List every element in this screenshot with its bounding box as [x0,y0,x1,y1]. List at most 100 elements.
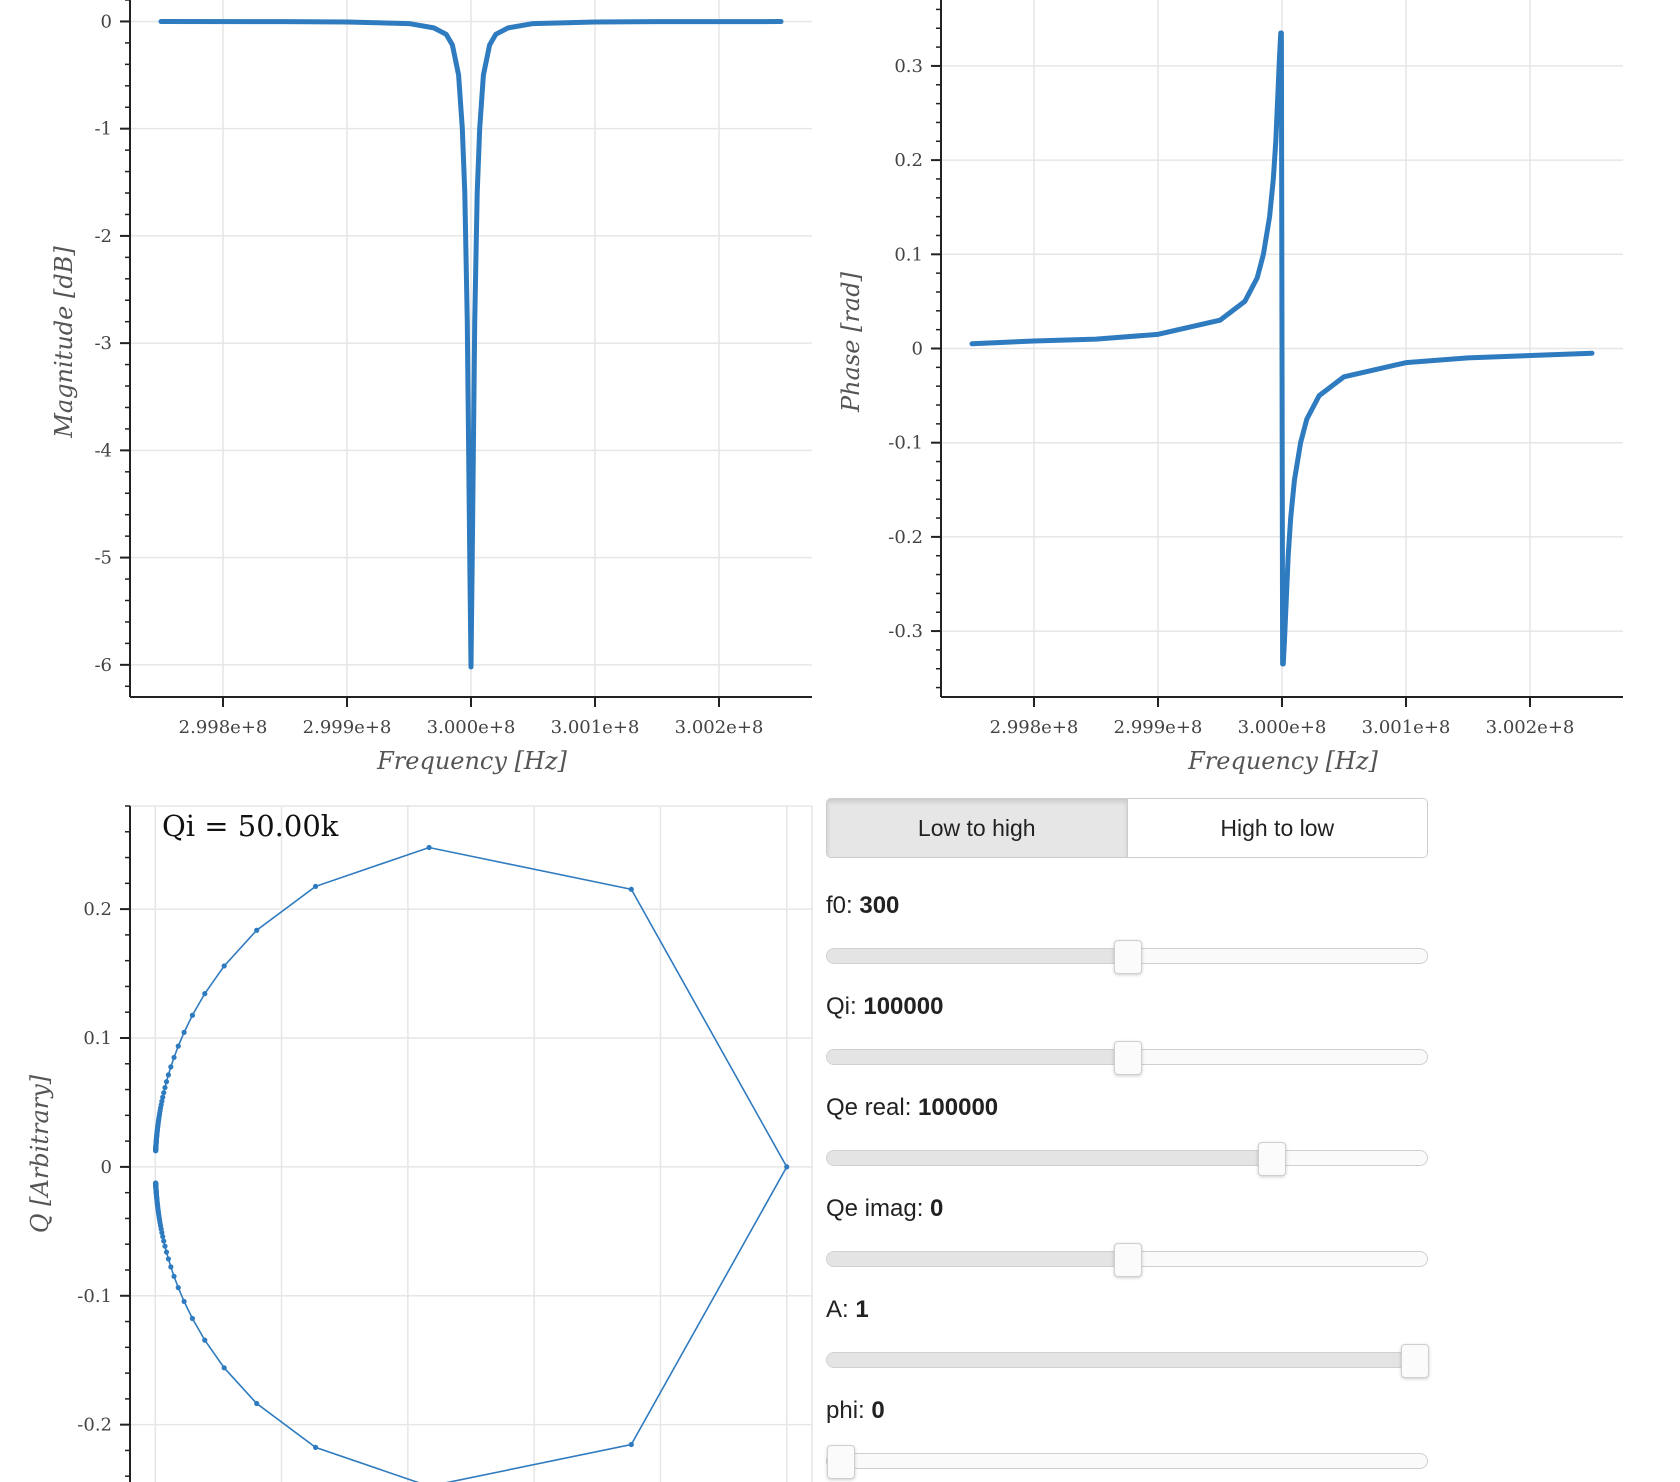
iq-data-point [160,1094,166,1100]
magnitude-y-tick-label: -2 [94,226,112,247]
iq-data-point [202,991,208,997]
magnitude-plot: Frequency [Hz] Magnitude [dB] 2.998e+8 2.… [50,0,812,775]
slider-f0-track[interactable] [826,940,1428,974]
slider-a-handle[interactable] [1401,1344,1429,1378]
magnitude-y-axis-title: Magnitude [dB] [50,246,78,439]
iq-data-point [175,1285,181,1291]
slider-qi: Qi: 100000 [826,993,1430,1075]
iq-data-point [165,1072,172,1078]
controls-panel: Low to high High to low f0: 300 Qi: 1000… [826,798,1430,1479]
slider-qe-real-value: 100000 [918,1094,999,1121]
slider-qi-value: 100000 [863,993,944,1020]
magnitude-x-axis-title: Frequency [Hz] [376,747,567,775]
iq-y-tick-label: 0.2 [83,899,112,920]
magnitude-y-tick-label: -1 [94,119,112,140]
iq-data-point [162,1243,168,1249]
sweep-direction-toggle: Low to high High to low [826,798,1428,858]
phase-x-tick-label: 3.000e+8 [1238,717,1327,738]
low-to-high-button[interactable]: Low to high [827,799,1128,857]
phase-series-line [969,30,1595,667]
magnitude-y-tick-label: -3 [94,333,112,354]
iq-y-tick-label: 0 [101,1157,112,1178]
slider-qe-imag-handle[interactable] [1114,1243,1142,1277]
slider-a: A: 1 [826,1296,1430,1378]
iq-data-point [159,1098,165,1104]
iq-data-point [181,1298,187,1305]
iq-data-point [161,1090,167,1096]
iq-y-tick-label: -0.1 [77,1286,112,1307]
slider-phi-value: 0 [871,1397,885,1424]
phase-y-tick-label: 0.1 [894,244,923,265]
magnitude-x-tick-label: 2.998e+8 [179,717,268,738]
slider-f0-label: f0: 300 [826,892,900,919]
iq-data-point [426,844,432,851]
iq-data-point [628,886,634,892]
iq-data-point [221,1365,227,1371]
slider-qe-imag-label: Qe imag: 0 [826,1195,944,1222]
slider-qe-real-handle[interactable] [1257,1142,1286,1176]
phase-x-axis-title: Frequency [Hz] [1187,747,1378,775]
magnitude-x-tick-label: 3.001e+8 [551,717,640,738]
iq-data-point [221,963,227,969]
phase-plot: Frequency [Hz] Phase [rad] 2.998e+8 2.999… [837,0,1623,775]
slider-f0: f0: 300 [826,892,1430,974]
magnitude-y-tick-label: 0 [101,11,112,32]
iq-data-point [254,1400,260,1407]
phase-y-tick-label: -0.3 [888,621,923,642]
iq-data-point [312,1444,319,1450]
iq-data-point [163,1249,170,1255]
iq-data-point [160,1233,166,1240]
iq-data-point [165,1256,172,1262]
magnitude-x-tick-label: 3.002e+8 [675,717,764,738]
slider-qe-imag-value: 0 [930,1195,944,1222]
iq-data-point [168,1264,174,1270]
iq-data-point [175,1043,181,1049]
qi-annotation: Qi = 50.00k [162,809,339,843]
phase-x-tick-label: 3.001e+8 [1362,717,1451,738]
high-to-low-button[interactable]: High to low [1127,799,1427,857]
slider-f0-value: 300 [859,892,900,919]
iq-series-line [154,846,788,1482]
phase-x-tick-label: 3.002e+8 [1486,717,1575,738]
slider-phi-track[interactable] [826,1445,1428,1479]
iq-data-point [254,927,260,933]
iq-data-point [153,1180,159,1186]
iq-y-axis-title: Q [Arbitrary] [26,1074,54,1233]
iq-data-point [784,1164,790,1170]
slider-phi-label: phi: 0 [826,1397,885,1424]
slider-qi-handle[interactable] [1114,1041,1142,1075]
slider-qe-real-track[interactable] [826,1142,1428,1176]
iq-data-point [162,1084,168,1091]
slider-qe-imag-track[interactable] [826,1243,1428,1277]
iq-data-point [312,883,319,890]
phase-y-tick-label: -0.2 [888,527,923,548]
iq-data-point [168,1064,174,1070]
phase-x-tick-label: 2.998e+8 [990,717,1079,738]
phase-y-tick-label: 0 [912,339,923,360]
phase-y-axis-title: Phase [rad] [837,271,865,413]
slider-a-label: A: 1 [826,1296,869,1323]
slider-qi-label: Qi: 100000 [826,993,944,1020]
slider-qe-imag: Qe imag: 0 [826,1195,1430,1277]
slider-qe-real: Qe real: 100000 [826,1094,1430,1176]
magnitude-series-line [158,19,784,670]
slider-phi-handle[interactable] [827,1445,855,1479]
phase-y-tick-label: 0.3 [894,56,923,77]
magnitude-y-tick-label: -6 [94,655,112,676]
iq-data-point [171,1054,177,1061]
iq-data-point [189,1315,196,1322]
iq-data-point [628,1441,634,1448]
slider-a-track[interactable] [826,1344,1429,1378]
iq-data-point [189,1012,196,1018]
phase-y-tick-label: 0.2 [894,150,923,171]
iq-y-tick-label: 0.1 [83,1028,112,1049]
magnitude-x-tick-label: 3.000e+8 [427,717,516,738]
slider-f0-handle[interactable] [1114,940,1142,974]
slider-qe-real-label: Qe real: 100000 [826,1094,999,1121]
magnitude-y-tick-label: -5 [94,548,112,569]
slider-qi-track[interactable] [826,1041,1428,1075]
phase-y-tick-label: -0.1 [888,433,923,454]
slider-a-value: 1 [855,1296,869,1323]
slider-phi: phi: 0 [826,1397,1430,1479]
